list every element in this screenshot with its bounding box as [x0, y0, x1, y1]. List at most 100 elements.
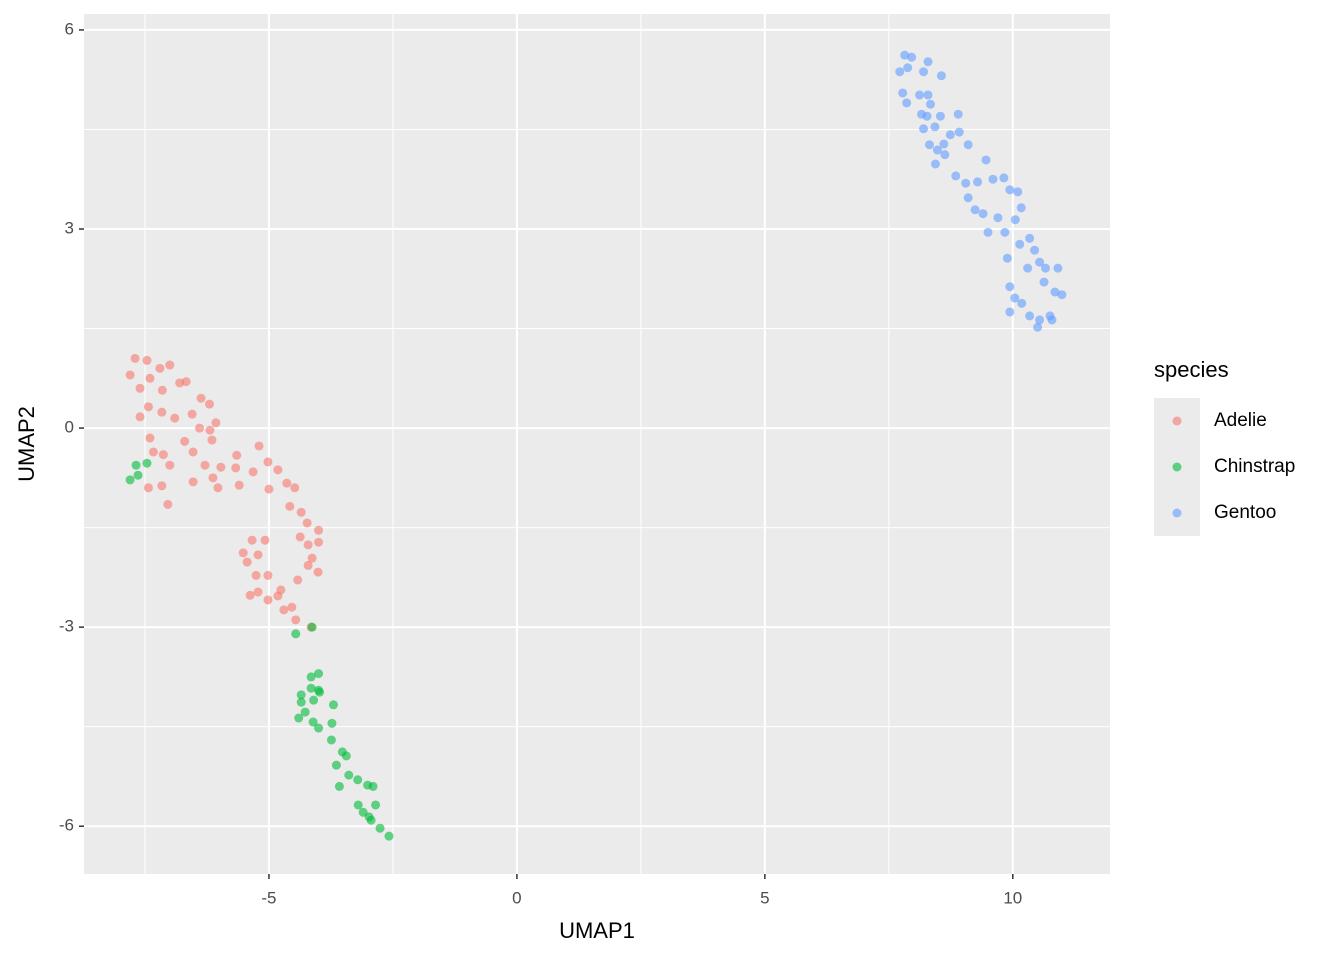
y-tick-label: 3	[65, 218, 74, 237]
point	[205, 425, 215, 435]
point	[248, 467, 258, 477]
point	[188, 447, 198, 457]
point	[165, 460, 175, 470]
point	[922, 111, 932, 121]
point	[163, 499, 173, 509]
x-tick-label: 5	[760, 888, 769, 907]
point	[180, 436, 190, 446]
point	[328, 700, 338, 710]
point	[187, 409, 197, 419]
point	[936, 71, 946, 81]
point	[953, 109, 963, 119]
point	[1005, 282, 1015, 292]
point	[253, 587, 263, 597]
point	[170, 413, 180, 423]
point	[930, 122, 940, 132]
x-tick-label: 0	[512, 888, 521, 907]
point	[306, 683, 316, 693]
point	[295, 532, 305, 542]
panel	[84, 14, 1110, 874]
point	[303, 540, 313, 550]
point	[291, 615, 301, 625]
point	[368, 781, 378, 791]
point	[253, 550, 263, 560]
x-tick-label: 10	[1003, 888, 1022, 907]
point	[1013, 187, 1023, 197]
point	[300, 707, 310, 717]
point	[204, 399, 214, 409]
point	[264, 484, 274, 494]
point	[282, 478, 292, 488]
point	[309, 695, 319, 705]
point	[307, 622, 317, 632]
point	[951, 171, 961, 181]
point	[898, 88, 908, 98]
point	[135, 412, 145, 422]
point	[306, 672, 316, 682]
point	[143, 483, 153, 493]
point	[175, 378, 185, 388]
legend-label: Chinstrap	[1214, 456, 1295, 477]
point	[247, 535, 257, 545]
point	[1053, 263, 1063, 273]
point	[341, 751, 351, 761]
point	[208, 473, 218, 483]
point	[945, 130, 955, 140]
point	[308, 717, 318, 727]
point	[1016, 203, 1026, 213]
point	[344, 770, 354, 780]
legend-title: species	[1154, 357, 1229, 382]
point	[371, 800, 381, 810]
point	[1041, 263, 1051, 273]
point	[981, 155, 991, 165]
point	[919, 67, 929, 77]
point	[157, 481, 167, 491]
point	[251, 570, 261, 580]
point	[1023, 263, 1033, 273]
point	[165, 360, 175, 370]
y-tick-label: 0	[65, 418, 74, 437]
point	[1005, 307, 1015, 317]
point	[287, 602, 297, 612]
point	[915, 90, 925, 100]
point	[375, 823, 385, 833]
point	[902, 98, 912, 108]
legend-label: Adelie	[1214, 410, 1267, 431]
point	[285, 501, 295, 511]
point	[1015, 239, 1025, 249]
point	[963, 140, 973, 150]
point	[327, 718, 337, 728]
point	[1035, 315, 1045, 325]
point	[1030, 245, 1040, 255]
point	[970, 205, 980, 215]
point	[925, 99, 935, 109]
point	[142, 355, 152, 365]
point	[207, 435, 217, 445]
y-tick-label: 6	[65, 19, 74, 38]
y-tick-label: -3	[59, 617, 74, 636]
point	[364, 812, 374, 822]
point	[293, 575, 303, 585]
point	[983, 227, 993, 237]
point	[939, 139, 949, 149]
point	[1035, 257, 1045, 267]
point	[155, 363, 165, 373]
point	[988, 174, 998, 184]
point	[148, 447, 158, 457]
point	[276, 585, 286, 595]
legend-marker	[1172, 416, 1182, 426]
point	[302, 518, 312, 528]
point	[158, 450, 168, 460]
point	[245, 590, 255, 600]
point	[353, 775, 363, 785]
point	[961, 178, 971, 188]
point	[307, 553, 317, 563]
y-tick-label: -6	[59, 816, 74, 835]
point	[1050, 287, 1060, 297]
point	[290, 483, 300, 493]
point	[263, 595, 273, 605]
point	[143, 402, 153, 412]
point	[334, 781, 344, 791]
point	[963, 193, 973, 203]
